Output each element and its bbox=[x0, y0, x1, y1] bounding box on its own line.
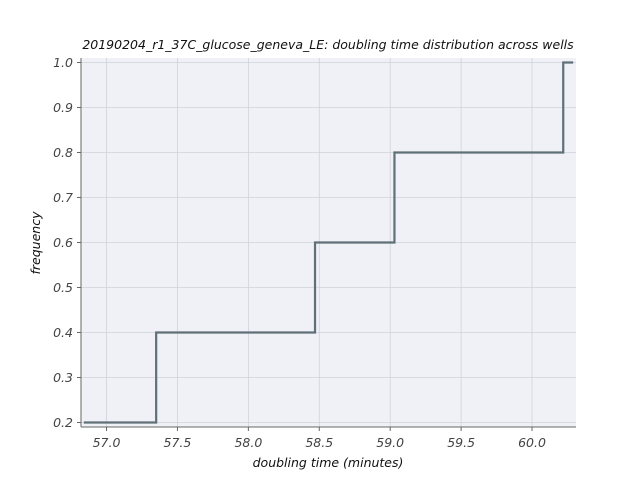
y-axis-label: frequency bbox=[28, 211, 43, 275]
x-tick-label: 58.5 bbox=[305, 435, 333, 450]
series-layer bbox=[83, 61, 574, 424]
series-step-line bbox=[83, 61, 574, 424]
y-tick-label: 0.6 bbox=[53, 235, 73, 250]
x-tick-label: 59.0 bbox=[376, 435, 404, 450]
y-tick-label: 0.2 bbox=[53, 415, 73, 430]
chart-title: 20190204_r1_37C_glucose_geneva_LE: doubl… bbox=[82, 37, 574, 52]
x-tick-label: 57.0 bbox=[93, 435, 121, 450]
y-tick-label: 1.0 bbox=[53, 55, 73, 70]
y-tick-label: 0.5 bbox=[53, 280, 73, 295]
y-tick-label: 0.7 bbox=[53, 190, 73, 205]
y-tick-label: 0.4 bbox=[53, 325, 73, 340]
y-tick-label: 0.9 bbox=[53, 100, 73, 115]
x-tick-label: 59.5 bbox=[447, 435, 475, 450]
y-tick-label: 0.8 bbox=[53, 145, 73, 160]
x-tick-label: 60.0 bbox=[518, 435, 546, 450]
x-tick-label: 57.5 bbox=[164, 435, 192, 450]
x-tick-label: 58.0 bbox=[234, 435, 262, 450]
x-axis-label: doubling time (minutes) bbox=[253, 455, 404, 470]
tick-layer: 57.0 57.5 58.0 58.5 59.0 59.5 60.0 0.2 0.3 0.4 0.5… bbox=[53, 55, 546, 450]
y-tick-label: 0.3 bbox=[53, 370, 73, 385]
